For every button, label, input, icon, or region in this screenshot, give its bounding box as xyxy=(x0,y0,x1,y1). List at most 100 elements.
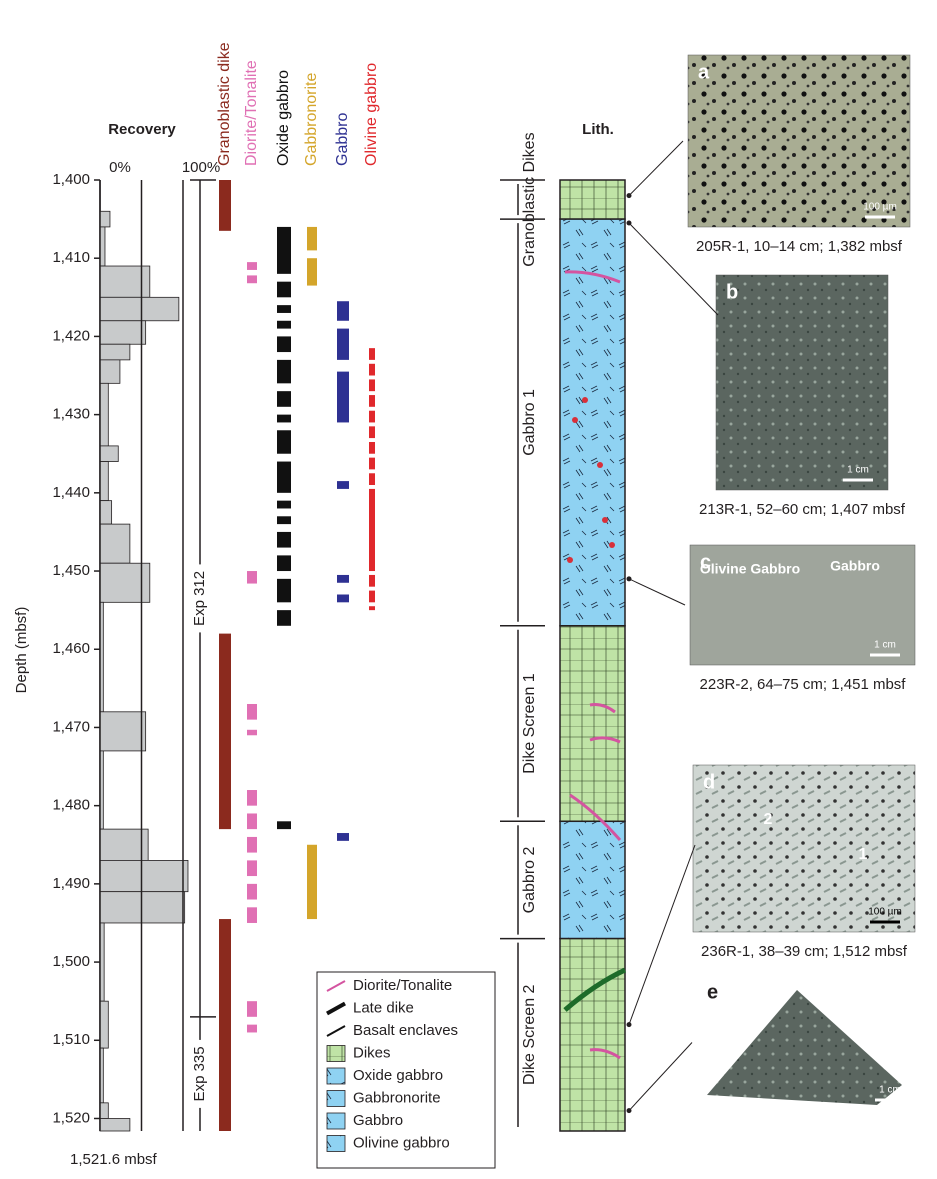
olivine-dot xyxy=(609,542,615,548)
recovery-bar xyxy=(99,711,147,752)
recovery-bar xyxy=(99,359,121,384)
lith-interval xyxy=(277,610,291,626)
lith-interval xyxy=(247,703,257,720)
olivine-dot xyxy=(602,517,608,523)
legend-label: Olivine gabbro xyxy=(353,1134,450,1151)
legend-swatch xyxy=(326,1067,346,1085)
pointer-head xyxy=(626,576,632,582)
photo-letter: c xyxy=(700,551,711,573)
lith-interval xyxy=(307,258,317,286)
exp-label: Exp 335 xyxy=(191,1046,208,1101)
legend-icon xyxy=(326,980,346,992)
y-tick-label: 1,440 xyxy=(52,484,90,501)
photo xyxy=(687,54,911,228)
recovery-bar xyxy=(99,1000,109,1049)
photo xyxy=(715,274,889,491)
olivine-dot xyxy=(572,417,578,423)
lith-interval xyxy=(247,907,257,923)
legend-icon xyxy=(326,1025,346,1037)
lith-interval xyxy=(369,606,375,611)
y-tick-label: 1,430 xyxy=(52,406,90,423)
photo xyxy=(689,544,916,666)
vein xyxy=(563,967,627,1012)
legend-swatch xyxy=(326,1090,346,1107)
pointer-head xyxy=(626,220,632,226)
lith-interval xyxy=(369,410,375,423)
exp-label: Exp 312 xyxy=(191,571,208,626)
legend-label: Dikes xyxy=(353,1044,391,1061)
scale-label: 100 µm xyxy=(868,907,902,918)
lith-interval xyxy=(369,457,375,470)
photo xyxy=(692,764,916,933)
lith-interval xyxy=(247,860,257,877)
olivine-dot xyxy=(567,557,573,563)
legend-label: Late dike xyxy=(353,999,414,1016)
lith-interval xyxy=(277,305,291,313)
y-tick-label: 1,500 xyxy=(52,953,90,970)
lith-interval xyxy=(369,473,375,486)
bottom-label: 1,521.6 mbsf xyxy=(70,1151,158,1168)
lith-interval xyxy=(219,180,231,231)
lith-interval xyxy=(337,574,349,583)
legend-label: Diorite/Tonalite xyxy=(353,977,452,994)
pointer-head xyxy=(626,193,632,199)
column-label: Olivine gabbro xyxy=(363,63,380,166)
lith-interval xyxy=(219,633,231,830)
pointer xyxy=(628,844,696,1025)
lith-interval xyxy=(277,430,291,454)
y-tick-label: 1,460 xyxy=(52,640,90,657)
lith-interval xyxy=(337,371,349,423)
lith-interval xyxy=(247,571,257,584)
lith-interval xyxy=(307,844,317,920)
photo-letter: e xyxy=(707,981,718,1003)
photo-caption: 213R-1, 52–60 cm; 1,407 mbsf xyxy=(699,501,906,518)
legend-label: Gabbro xyxy=(353,1112,403,1129)
unit-label: Dike Screen 1 xyxy=(521,673,538,774)
pointer xyxy=(628,1042,693,1112)
recovery-bar xyxy=(99,382,109,447)
lith-interval xyxy=(307,226,317,251)
photo-label: 2 xyxy=(764,811,773,828)
lith-interval xyxy=(277,414,291,423)
lith-interval xyxy=(337,481,349,489)
photo-caption: 205R-1, 10–14 cm; 1,382 mbsf xyxy=(696,238,903,255)
vein xyxy=(564,270,621,284)
lith-interval xyxy=(369,379,375,392)
lith-interval xyxy=(277,281,291,298)
olivine-dot xyxy=(597,462,603,468)
lith-interval xyxy=(277,821,291,830)
legend-swatch xyxy=(326,1045,346,1062)
legend-label: Oxide gabbro xyxy=(353,1067,443,1084)
column-label: Oxide gabbro xyxy=(275,70,292,166)
lith-unit xyxy=(559,625,626,823)
lith-interval xyxy=(277,359,291,384)
vein xyxy=(569,793,622,841)
lith-interval xyxy=(277,555,291,572)
y-tick-label: 1,410 xyxy=(52,249,90,266)
recovery-bar xyxy=(99,461,109,502)
pointer-head xyxy=(626,1022,632,1028)
legend-icon xyxy=(326,1001,346,1016)
vein xyxy=(589,1048,621,1060)
lith-interval xyxy=(369,441,375,454)
lith-unit xyxy=(559,937,626,1132)
recovery-bar xyxy=(99,320,147,345)
photo-caption: 236R-1, 38–39 cm; 1,512 mbsf xyxy=(701,943,908,960)
recovery-bar xyxy=(99,343,131,361)
recovery-bar xyxy=(99,828,149,861)
lith-interval xyxy=(369,426,375,439)
lith-interval xyxy=(277,336,291,353)
pointer xyxy=(628,140,684,196)
y-tick-label: 1,420 xyxy=(52,327,90,344)
lith-interval xyxy=(247,790,257,806)
legend-swatch xyxy=(326,1112,346,1130)
lith-interval xyxy=(369,363,375,376)
lith-interval xyxy=(277,578,291,603)
scale-label: 1 cm xyxy=(874,640,896,651)
recovery-bar xyxy=(99,1118,131,1132)
olivine-dot xyxy=(582,397,588,403)
recovery-bar xyxy=(99,562,151,603)
lith-interval xyxy=(277,461,291,493)
y-tick-label: 1,510 xyxy=(52,1031,90,1048)
